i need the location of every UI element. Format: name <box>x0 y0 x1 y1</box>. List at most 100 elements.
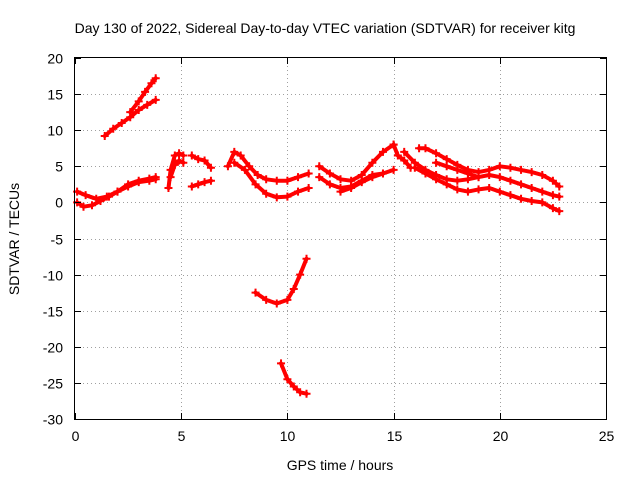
plot-frame <box>74 57 607 420</box>
data-point <box>117 118 126 127</box>
data-point <box>236 151 245 160</box>
data-point <box>336 175 345 184</box>
data-point <box>315 173 324 182</box>
data-point <box>166 173 175 182</box>
data-point <box>272 176 281 185</box>
y-axis-label: SDTVAR / TECUs <box>6 183 22 295</box>
series-arc-16 <box>391 142 413 170</box>
data-point <box>555 182 564 191</box>
data-point <box>517 165 526 174</box>
data-point <box>442 162 451 171</box>
data-point <box>555 192 564 201</box>
data-point <box>251 180 260 189</box>
data-point <box>336 187 345 196</box>
data-point <box>200 178 209 187</box>
data-point <box>421 144 430 153</box>
data-point <box>302 389 311 398</box>
data-point <box>272 299 281 308</box>
data-point <box>109 124 118 133</box>
data-point <box>421 169 430 178</box>
data-point <box>527 196 536 205</box>
series-arc-6 <box>168 158 186 180</box>
data-point <box>175 149 184 158</box>
data-point <box>485 165 494 174</box>
series-arc-9 <box>225 149 311 183</box>
data-point <box>147 79 156 88</box>
data-point <box>378 169 387 178</box>
x-tick-label: 5 <box>178 428 186 444</box>
y-tick-label: -15 <box>43 304 63 320</box>
data-point <box>245 162 254 171</box>
data-point <box>113 187 122 196</box>
data-point <box>495 187 504 196</box>
data-point <box>442 155 451 164</box>
data-point <box>432 175 441 184</box>
data-point <box>368 173 377 182</box>
data-point <box>432 149 441 158</box>
y-tick-label: 20 <box>47 51 63 67</box>
data-point <box>230 158 239 167</box>
data-point <box>262 295 271 304</box>
data-point <box>124 180 133 189</box>
data-point <box>453 185 462 194</box>
data-point <box>170 151 179 160</box>
data-point <box>378 147 387 156</box>
data-point <box>296 388 305 397</box>
data-point <box>79 202 88 211</box>
data-point <box>87 201 96 210</box>
data-point <box>538 187 547 196</box>
data-point <box>548 191 557 200</box>
y-tick-label: -20 <box>43 340 63 356</box>
x-tick-label: 15 <box>387 428 403 444</box>
data-point <box>294 187 303 196</box>
data-point <box>506 176 515 185</box>
data-point <box>143 100 152 109</box>
x-tick-label: 0 <box>72 428 80 444</box>
data-point <box>179 158 188 167</box>
x-axis-label: GPS time / hours <box>287 457 394 473</box>
data-point <box>538 198 547 207</box>
data-point <box>296 270 305 279</box>
data-point <box>463 187 472 196</box>
data-point <box>325 180 334 189</box>
data-point <box>134 97 143 106</box>
data-point <box>506 163 515 172</box>
data-point <box>100 131 109 140</box>
data-point <box>495 162 504 171</box>
data-point <box>315 162 324 171</box>
data-point <box>206 176 215 185</box>
data-point <box>81 191 90 200</box>
data-point <box>432 158 441 167</box>
data-point <box>187 182 196 191</box>
data-point <box>223 162 232 171</box>
data-point <box>230 147 239 156</box>
series-arc-11 <box>253 256 309 306</box>
data-point <box>206 163 215 172</box>
data-point <box>294 173 303 182</box>
data-point <box>134 105 143 114</box>
data-point <box>400 147 409 156</box>
data-point <box>302 254 311 263</box>
data-point <box>179 151 188 160</box>
data-point <box>463 169 472 178</box>
data-point <box>538 170 547 179</box>
grid-lines <box>75 58 606 419</box>
data-point <box>262 175 271 184</box>
data-point <box>393 151 402 160</box>
data-point <box>96 196 105 205</box>
y-tick-label: 15 <box>47 87 63 103</box>
data-point <box>517 180 526 189</box>
data-point <box>410 163 419 172</box>
data-point <box>304 169 313 178</box>
data-point <box>289 382 298 391</box>
data-point <box>289 285 298 294</box>
y-tick-label: -10 <box>43 268 63 284</box>
data-point <box>453 165 462 174</box>
data-point <box>357 178 366 187</box>
data-point <box>485 183 494 192</box>
data-point <box>548 204 557 213</box>
y-tick-label: 10 <box>47 123 63 139</box>
data-point <box>453 176 462 185</box>
data-point <box>194 155 203 164</box>
